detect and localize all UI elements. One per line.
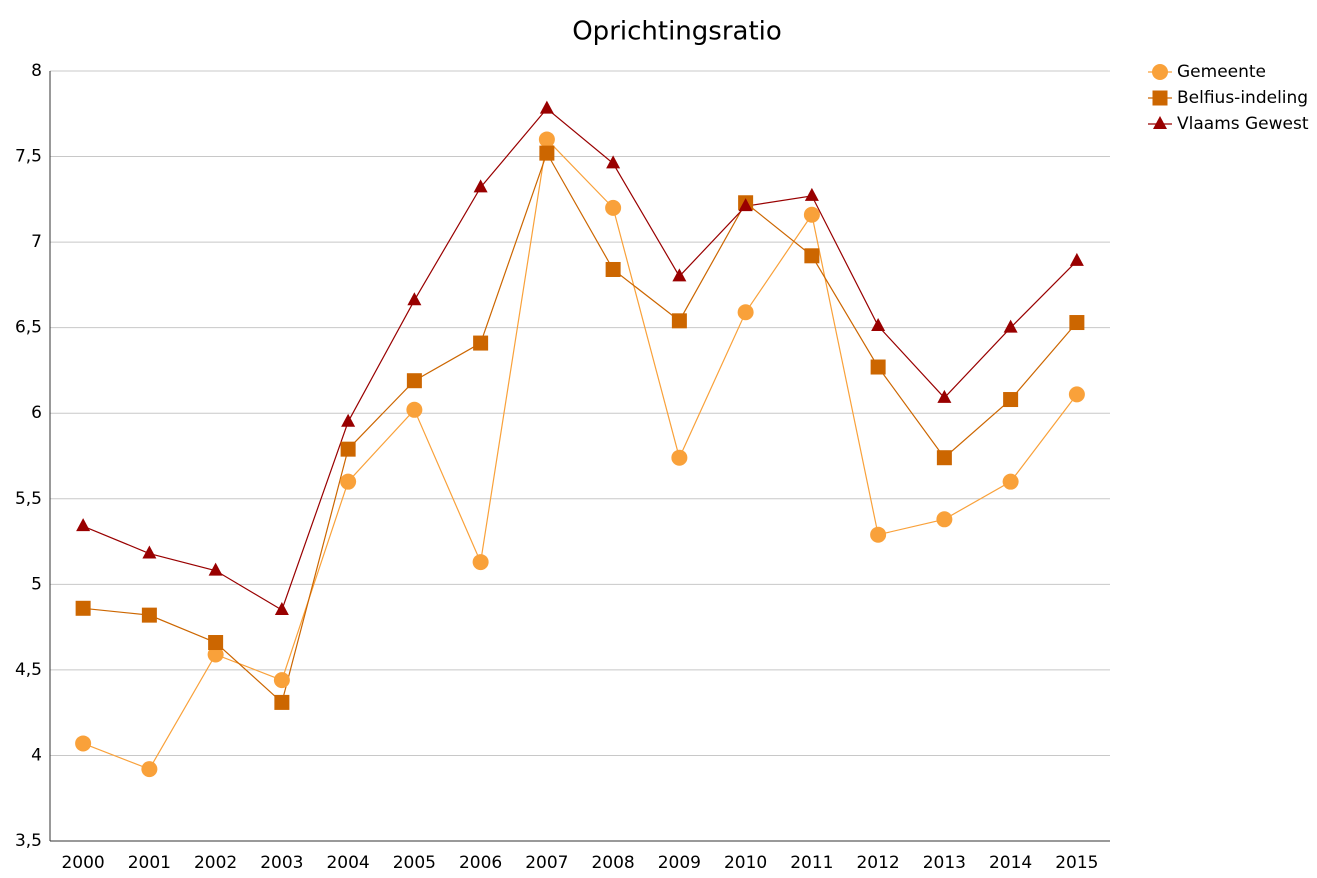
y-tick-label: 8 bbox=[31, 61, 42, 81]
x-tick-label: 2010 bbox=[724, 853, 767, 873]
data-point bbox=[803, 206, 820, 223]
y-tick-label: 5 bbox=[31, 574, 42, 594]
legend-marker bbox=[1152, 90, 1168, 106]
x-tick-label: 2003 bbox=[260, 853, 303, 873]
x-tick-label: 2001 bbox=[128, 853, 171, 873]
data-point bbox=[605, 199, 622, 216]
data-point bbox=[1002, 473, 1019, 490]
data-point bbox=[76, 518, 91, 532]
data-point bbox=[737, 304, 754, 321]
series-line bbox=[82, 138, 1078, 770]
data-point bbox=[75, 735, 92, 752]
data-point bbox=[1003, 392, 1019, 408]
data-point bbox=[273, 672, 290, 689]
data-point bbox=[538, 131, 555, 148]
data-point bbox=[407, 292, 422, 306]
x-tick-label: 2008 bbox=[591, 853, 634, 873]
data-point bbox=[1003, 319, 1018, 333]
chart-title: Oprichtingsratio bbox=[572, 17, 782, 47]
data-point bbox=[671, 449, 688, 466]
data-point bbox=[340, 441, 356, 457]
data-point bbox=[539, 145, 555, 161]
x-tick-label: 2007 bbox=[525, 853, 568, 873]
x-tick-label: 2002 bbox=[194, 853, 237, 873]
data-point bbox=[871, 317, 886, 331]
data-point bbox=[1069, 315, 1085, 331]
x-tick-label: 2012 bbox=[856, 853, 899, 873]
data-point bbox=[1069, 252, 1084, 266]
data-point bbox=[406, 401, 423, 418]
series-line bbox=[82, 107, 1078, 611]
data-point bbox=[406, 373, 422, 389]
x-tick-label: 2015 bbox=[1055, 853, 1098, 873]
data-point bbox=[937, 389, 952, 403]
y-tick-label: 4 bbox=[31, 745, 42, 765]
series-line bbox=[83, 151, 1078, 704]
data-point bbox=[274, 602, 289, 615]
x-tick-label: 2004 bbox=[326, 853, 369, 873]
data-point bbox=[738, 198, 753, 212]
x-tick-label: 2005 bbox=[393, 853, 436, 873]
data-point bbox=[606, 155, 621, 169]
data-point bbox=[870, 359, 886, 375]
y-tick-label: 6,5 bbox=[15, 318, 42, 338]
data-point bbox=[1068, 386, 1085, 403]
data-point bbox=[936, 511, 953, 528]
x-tick-label: 2013 bbox=[923, 853, 966, 873]
legend-label: Gemeente bbox=[1177, 62, 1266, 82]
x-tick-label: 2011 bbox=[790, 853, 833, 873]
y-tick-label: 4,5 bbox=[15, 660, 42, 680]
data-point bbox=[671, 313, 687, 329]
data-point bbox=[341, 413, 356, 427]
data-point bbox=[804, 187, 819, 201]
x-tick-label: 2014 bbox=[989, 853, 1032, 873]
data-point bbox=[672, 268, 687, 282]
data-point bbox=[208, 635, 224, 651]
x-tick-label: 2006 bbox=[459, 853, 502, 873]
x-tick-label: 2009 bbox=[658, 853, 701, 873]
data-point bbox=[605, 261, 621, 277]
data-point bbox=[473, 179, 488, 193]
data-point bbox=[539, 100, 554, 114]
y-tick-label: 3,5 bbox=[15, 831, 42, 851]
data-point bbox=[936, 450, 952, 466]
data-point bbox=[804, 248, 820, 264]
data-point bbox=[340, 473, 357, 490]
data-point bbox=[141, 761, 158, 778]
y-tick-label: 5,5 bbox=[15, 489, 42, 509]
y-tick-label: 7,5 bbox=[15, 147, 42, 167]
data-point bbox=[870, 526, 887, 543]
y-tick-label: 7 bbox=[31, 232, 42, 252]
legend-marker bbox=[1153, 116, 1167, 129]
data-point bbox=[142, 545, 157, 559]
legend-label: Belfius-indeling bbox=[1177, 88, 1308, 108]
data-point bbox=[472, 554, 489, 571]
data-point bbox=[75, 600, 91, 616]
x-tick-label: 2000 bbox=[61, 853, 104, 873]
legend-marker bbox=[1152, 64, 1168, 80]
data-point bbox=[207, 646, 224, 663]
legend-label: Vlaams Gewest bbox=[1177, 114, 1309, 134]
data-point bbox=[274, 694, 290, 710]
y-tick-label: 6 bbox=[31, 403, 42, 423]
data-point bbox=[208, 562, 223, 576]
data-point bbox=[141, 607, 157, 623]
data-point bbox=[473, 335, 489, 351]
